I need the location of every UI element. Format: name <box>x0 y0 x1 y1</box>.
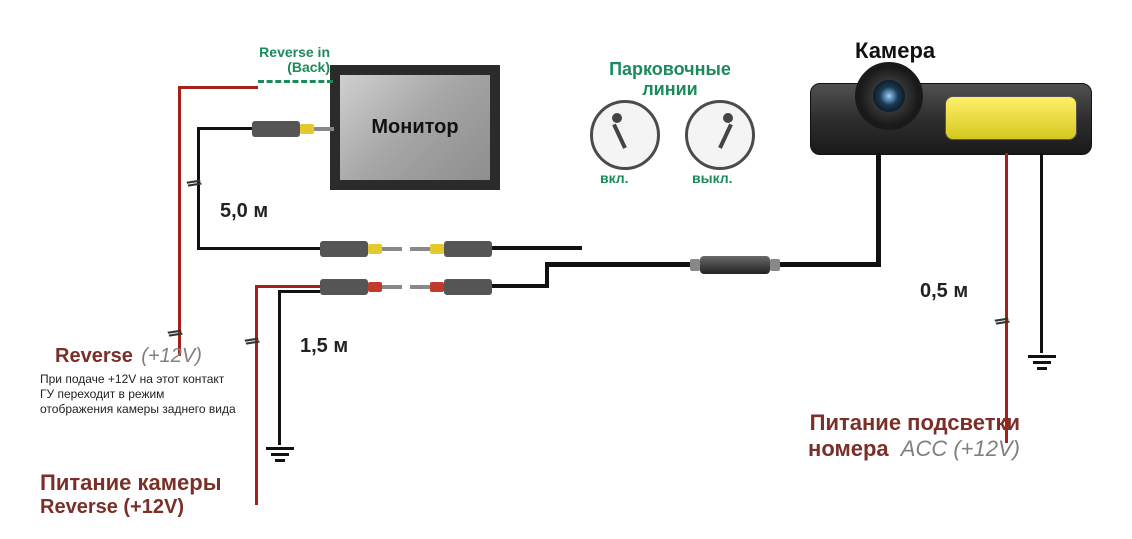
wire-ground-left-v <box>278 290 281 445</box>
rca-red-left <box>320 278 402 296</box>
wire-reverse-12v-top-h <box>178 86 258 89</box>
wire-signal-vert-upper <box>197 127 200 247</box>
wire-reverse-12v-vert <box>178 86 181 356</box>
switch-off <box>685 100 755 170</box>
camera-lens <box>855 62 923 130</box>
wire-harness-y-bot <box>492 284 547 288</box>
wire-power-rca-h <box>255 285 320 288</box>
rca-yellow-monitor <box>252 120 334 138</box>
inline-barrel-connector <box>700 256 770 274</box>
ground-symbol-right <box>1028 353 1056 370</box>
monitor: Монитор <box>330 65 500 190</box>
length-monitor-cable: 5,0 м <box>220 200 268 223</box>
wire-monitor-rca-h <box>200 127 252 130</box>
plate-power-acc: ACC (+12V) <box>901 436 1020 461</box>
wire-harness-main <box>545 262 695 267</box>
rca-yellow-right <box>410 240 492 258</box>
rca-yellow-left <box>320 240 402 258</box>
ground-symbol-left <box>266 445 294 462</box>
length-camera-tail: 0,5 м <box>920 280 968 303</box>
wire-camera-tail-v <box>876 153 881 267</box>
parking-lines-label: Парковочные линии <box>585 60 755 100</box>
wire-plate-ground-v <box>1040 153 1043 353</box>
reverse-volt: (+12V) <box>141 345 202 367</box>
camera-power-sub: Reverse (+12V) <box>40 496 184 518</box>
switch-off-label: выкл. <box>692 170 733 186</box>
reverse-in-back-label: Reverse in (Back) <box>240 45 330 76</box>
wire-camera-tail-h <box>780 262 880 267</box>
reverse-label: Reverse <box>55 345 133 367</box>
switch-on <box>590 100 660 170</box>
break-mark-reverse: // <box>163 326 185 339</box>
wire-harness-y-top <box>492 246 582 250</box>
break-mark-power: // <box>240 334 262 347</box>
wire-power-vert <box>255 285 258 505</box>
license-plate-light <box>945 96 1077 140</box>
camera-power-label: Питание камеры <box>40 470 222 496</box>
wire-plate-power-v <box>1005 153 1008 443</box>
camera-title: Камера <box>855 38 935 64</box>
length-power-cable: 1,5 м <box>300 335 348 358</box>
monitor-label: Монитор <box>371 116 458 139</box>
break-mark-plate: // <box>990 314 1012 327</box>
plate-power-line2: номера <box>808 436 889 461</box>
wire-signal-horiz-to-rca <box>197 247 320 250</box>
reverse-note: При подаче +12V на этот контакт ГУ перех… <box>40 372 250 417</box>
wire-ground-left-h <box>278 290 320 293</box>
switch-on-label: вкл. <box>600 170 629 186</box>
reverse-in-dashed-wire <box>258 80 333 83</box>
rca-red-right <box>410 278 492 296</box>
plate-power-line1: Питание подсветки <box>770 410 1020 436</box>
break-mark-signal: // <box>182 176 204 189</box>
